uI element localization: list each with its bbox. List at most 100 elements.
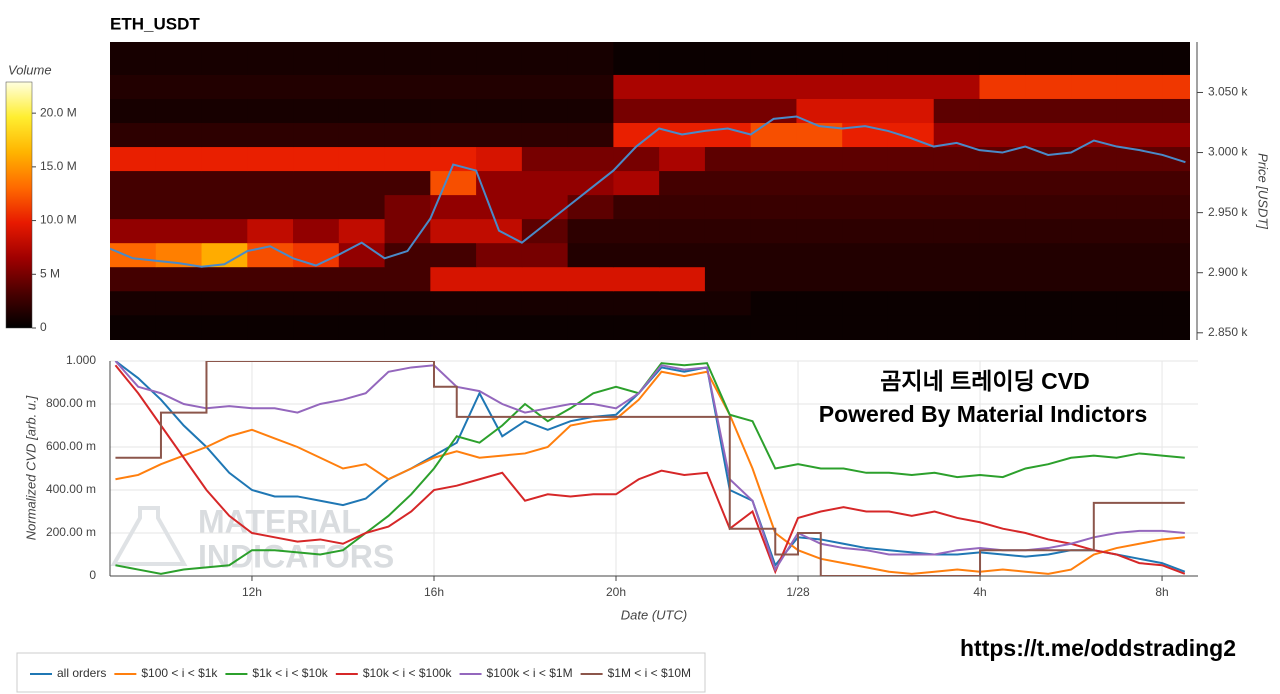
- price-line: [110, 115, 1186, 268]
- heatmap-cell: [887, 218, 935, 244]
- heatmap-cell: [155, 42, 203, 75]
- heatmap-cell: [201, 170, 248, 196]
- heatmap-cell: [613, 290, 660, 316]
- heatmap-cell: [704, 98, 752, 124]
- heatmap-cell: [430, 218, 477, 244]
- heatmap-cell: [704, 122, 752, 148]
- watermark-icon: [110, 506, 188, 566]
- heatmap-cell: [1071, 170, 1118, 196]
- heatmap-cell: [521, 218, 569, 244]
- heatmap-cell: [1116, 170, 1164, 196]
- heatmap-cell: [659, 266, 706, 292]
- heatmap-cell: [430, 146, 477, 172]
- heatmap-cell: [750, 146, 797, 172]
- heatmap-cell: [796, 42, 843, 75]
- heatmap-cell: [659, 98, 706, 124]
- heatmap-cell: [338, 74, 386, 99]
- heatmap-cell: [704, 74, 752, 99]
- heatmap-cell: [704, 242, 752, 268]
- heatmap-cell: [155, 170, 203, 196]
- heatmap-cell: [293, 266, 340, 292]
- heatmap-cell: [384, 42, 431, 75]
- heatmap-cell: [842, 74, 889, 99]
- heatmap-cell: [887, 74, 935, 99]
- heatmap-cell: [1071, 146, 1118, 172]
- heatmap-cell: [659, 314, 706, 340]
- heatmap-cell: [1116, 266, 1164, 292]
- heatmap-cell: [796, 194, 843, 220]
- heatmap-cell: [659, 146, 706, 172]
- heatmap-cell: [384, 194, 431, 220]
- heatmap-cell: [338, 290, 386, 316]
- heatmap-cell: [293, 146, 340, 172]
- heatmap-cell: [521, 314, 569, 340]
- heatmap-cell: [933, 314, 980, 340]
- heatmap-cell: [979, 122, 1026, 148]
- heatmap-cell: [704, 266, 752, 292]
- heatmap-cell: [247, 314, 294, 340]
- heatmap-cell: [750, 42, 797, 75]
- legend-label: all orders: [57, 666, 106, 680]
- heatmap-cell: [613, 146, 660, 172]
- heatmap-cell: [155, 314, 203, 340]
- heatmap-cell: [384, 314, 431, 340]
- heatmap-cell: [1116, 242, 1164, 268]
- heatmap-cell: [567, 314, 614, 340]
- heatmap-cell: [933, 170, 980, 196]
- heatmap-cell: [1116, 74, 1164, 99]
- heatmap-cell: [933, 98, 980, 124]
- heatmap-cell: [750, 242, 797, 268]
- legend-label: $100k < i < $1M: [487, 666, 573, 680]
- heatmap-cell: [1025, 266, 1072, 292]
- heatmap-cell: [613, 42, 660, 75]
- heatmap-cell: [933, 218, 980, 244]
- heatmap-cell: [430, 42, 477, 75]
- heatmap-cell: [659, 218, 706, 244]
- watermark: MATERIAL: [198, 503, 361, 539]
- heatmap-cell: [521, 122, 569, 148]
- annotation: 곰지네 트레이딩 CVD: [880, 368, 1089, 394]
- x-axis-title: Date (UTC): [621, 607, 687, 622]
- heatmap-cell: [384, 170, 431, 196]
- y-tick-label: 2.900 k: [1208, 265, 1248, 279]
- heatmap-cell: [110, 122, 157, 148]
- heatmap-cell: [842, 146, 889, 172]
- heatmap-cell: [750, 194, 797, 220]
- heatmap-cell: [430, 290, 477, 316]
- heatmap-cell: [567, 42, 614, 75]
- heatmap-cell: [384, 290, 431, 316]
- heatmap-cell: [1162, 314, 1190, 340]
- heatmap-cell: [979, 242, 1026, 268]
- heatmap-cell: [842, 170, 889, 196]
- heatmap-cell: [1162, 290, 1190, 316]
- heatmap-cell: [247, 290, 294, 316]
- heatmap-cell: [567, 146, 614, 172]
- watermark: INDICATORS: [198, 538, 394, 574]
- heatmap-cell: [201, 98, 248, 124]
- heatmap-cell: [110, 42, 157, 75]
- heatmap-cell: [247, 266, 294, 292]
- heatmap-cell: [933, 242, 980, 268]
- heatmap-cell: [979, 290, 1026, 316]
- heatmap-cell: [842, 218, 889, 244]
- heatmap-cell: [613, 266, 660, 292]
- heatmap-cell: [1071, 242, 1118, 268]
- heatmap-cell: [613, 194, 660, 220]
- heatmap-cell: [842, 194, 889, 220]
- legend-label: $10k < i < $100k: [363, 666, 453, 680]
- heatmap-cell: [247, 170, 294, 196]
- heatmap-cell: [247, 42, 294, 75]
- heatmap-cell: [201, 290, 248, 316]
- heatmap-cell: [155, 74, 203, 99]
- x-tick-label: 20h: [606, 585, 626, 599]
- heatmap-cell: [155, 146, 203, 172]
- legend-box: [16, 652, 706, 693]
- heatmap-cell: [293, 122, 340, 148]
- heatmap-cell: [338, 146, 386, 172]
- heatmap-cell: [521, 242, 569, 268]
- heatmap-cell: [110, 146, 157, 172]
- heatmap-cell: [293, 98, 340, 124]
- heatmap-cell: [1162, 74, 1190, 99]
- colorbar-tick-label: 5 M: [40, 266, 60, 280]
- heatmap-cell: [430, 74, 477, 99]
